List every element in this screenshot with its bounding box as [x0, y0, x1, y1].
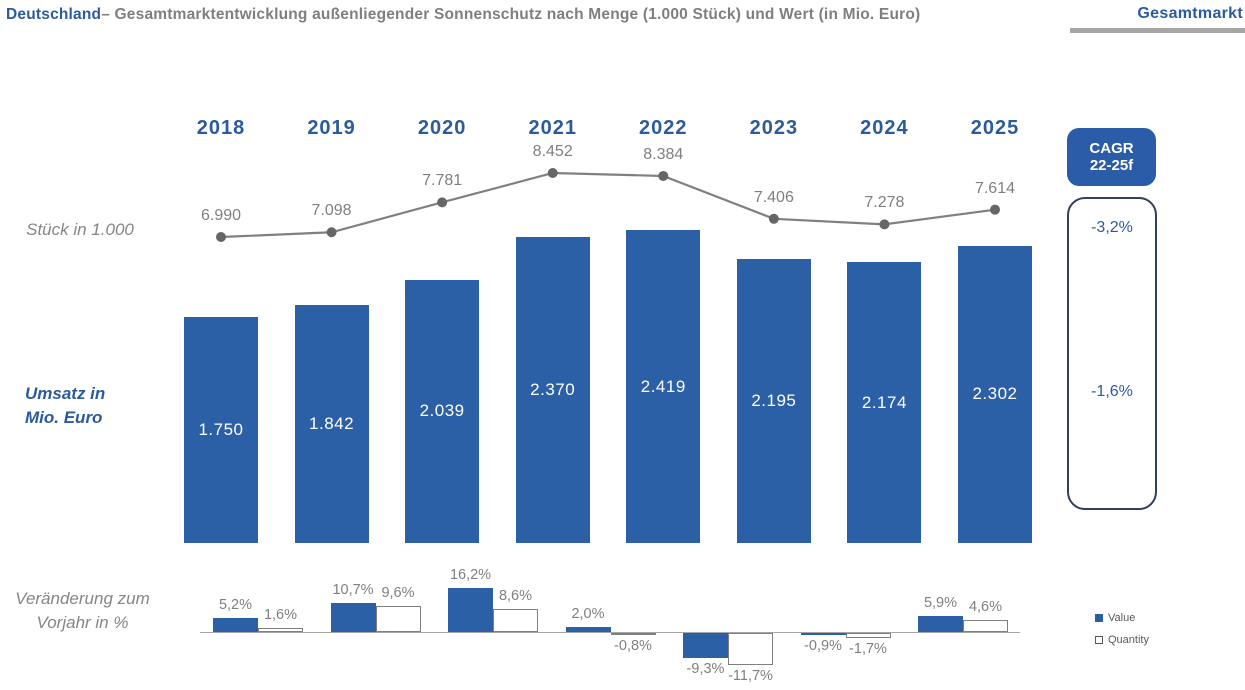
line-path — [220, 171, 996, 239]
line-value-2025: 7.614 — [974, 179, 1015, 197]
year-label-2018: 2018 — [196, 117, 246, 139]
bar-value-2021: 2.370 — [530, 379, 576, 399]
line-value-2024: 7.278 — [864, 194, 905, 212]
value-swatch-icon — [1095, 614, 1103, 622]
change-bar-value-2025 — [918, 616, 963, 632]
cagr-value-value: -1,6% — [1091, 383, 1133, 400]
value-bar-2018 — [184, 316, 258, 543]
line-value-2023: 7.406 — [753, 188, 794, 206]
change-label-quantity-2023: -11,7% — [728, 667, 773, 684]
year-label-2024: 2024 — [860, 117, 909, 139]
bar-value-2023: 2.195 — [751, 391, 797, 411]
change-label-quantity-2019: 1,6% — [263, 606, 298, 623]
legend: Value Quantity — [1095, 611, 1149, 655]
line-point-2025 — [989, 204, 1000, 215]
line-value-2020: 7.781 — [422, 172, 463, 190]
change-bar-quantity-2019 — [258, 627, 303, 632]
year-label-2021: 2021 — [528, 117, 577, 139]
change-bar-quantity-2023 — [728, 633, 773, 665]
cagr-badge: CAGR 22-25f — [1067, 128, 1156, 186]
axis-label-value: Umsatz in Mio. Euro — [25, 382, 105, 430]
value-bar-2020 — [405, 279, 480, 543]
change-bar-quantity-2024 — [845, 633, 891, 638]
quantity-swatch-icon — [1095, 636, 1103, 644]
value-bar-2019 — [294, 305, 369, 543]
value-bar-2024 — [847, 262, 922, 543]
year-label-2020: 2020 — [417, 117, 467, 139]
bar-value-2025: 2.302 — [972, 384, 1018, 404]
change-label-quantity-2024: -1,7% — [849, 640, 887, 657]
change-bar-value-2023 — [683, 633, 728, 659]
value-bar-2025 — [957, 245, 1032, 543]
change-label-quantity-2020: 9,6% — [381, 585, 415, 602]
legend-value-label: Value — [1108, 612, 1136, 624]
legend-item-value: Value — [1095, 611, 1149, 625]
line-value-2018: 6.990 — [200, 207, 242, 224]
line-value-2019: 7.098 — [311, 202, 352, 220]
change-bar-value-2024 — [800, 633, 846, 636]
change-bar-quantity-2025 — [963, 619, 1008, 632]
legend-quantity-label: Quantity — [1108, 634, 1149, 646]
value-bar-2021 — [515, 236, 590, 543]
change-bar-value-2020 — [330, 603, 376, 632]
change-label-value-2019: 5,2% — [218, 596, 253, 613]
cagr-badge-line2: 22-25f — [1089, 157, 1134, 174]
change-bar-quantity-2022 — [610, 633, 656, 636]
bar-value-2020: 2.039 — [419, 401, 465, 421]
axis-label-quantity: Stück in 1.000 — [26, 220, 134, 239]
change-label-quantity-2021: 8,6% — [498, 587, 533, 604]
change-label-value-2025: 5,9% — [923, 595, 958, 612]
bar-value-2024: 2.174 — [861, 392, 907, 412]
title-country: Deutschland — [6, 6, 102, 23]
change-bar-value-2021 — [448, 588, 493, 632]
page-title: Deutschland– Gesamtmarktentwicklung auße… — [6, 6, 920, 24]
line-value-2021: 8.452 — [532, 142, 573, 160]
change-label-quantity-2025: 4,6% — [968, 598, 1003, 615]
change-bar-quantity-2020 — [375, 606, 421, 632]
axis-label-change-line1: Veränderung zum — [15, 589, 150, 608]
change-bar-value-2019 — [213, 617, 258, 632]
line-point-2021 — [547, 167, 558, 178]
line-point-2019 — [326, 227, 337, 238]
legend-item-quantity: Quantity — [1095, 633, 1149, 647]
change-label-quantity-2022: -0,8% — [614, 638, 652, 655]
bar-value-2022: 2.419 — [640, 376, 686, 396]
cagr-values-box — [1067, 197, 1157, 510]
change-axis-line — [200, 632, 1020, 633]
change-label-value-2022: 2,0% — [571, 605, 605, 622]
title-subject: – Gesamtmarktentwicklung außenliegender … — [101, 6, 921, 23]
line-point-2022 — [658, 170, 669, 181]
year-label-2023: 2023 — [749, 117, 799, 139]
line-point-2023 — [768, 213, 779, 224]
cagr-quantity-value: -3,2% — [1091, 219, 1133, 236]
line-point-2018 — [216, 232, 226, 242]
change-label-value-2024: -0,9% — [804, 638, 842, 655]
axis-label-value-line1: Umsatz in — [25, 384, 106, 403]
axis-label-value-line2: Mio. Euro — [25, 408, 103, 427]
line-point-2020 — [437, 197, 448, 208]
axis-label-change-line2: Vorjahr in % — [36, 613, 129, 632]
change-bar-value-2022 — [565, 626, 611, 632]
year-label-2025: 2025 — [970, 117, 1020, 139]
change-label-value-2023: -9,3% — [686, 661, 725, 678]
cagr-badge-line1: CAGR — [1089, 140, 1134, 157]
change-label-value-2020: 10,7% — [332, 582, 374, 599]
change-label-value-2021: 16,2% — [449, 567, 492, 584]
axis-label-change: Veränderung zum Vorjahr in % — [0, 587, 165, 635]
bar-value-2019: 1.842 — [309, 414, 355, 433]
line-point-2024 — [879, 219, 890, 230]
year-label-2022: 2022 — [639, 117, 688, 139]
change-bar-quantity-2021 — [493, 608, 538, 632]
bar-value-2018: 1.750 — [198, 419, 244, 439]
value-bar-2023 — [736, 259, 811, 543]
value-bar-2022 — [626, 230, 701, 543]
tab-underline — [1070, 28, 1245, 33]
tab-gesamtmarkt[interactable]: Gesamtmarkt — [1137, 5, 1243, 22]
year-label-2019: 2019 — [307, 117, 356, 139]
line-value-2022: 8.384 — [643, 145, 684, 163]
